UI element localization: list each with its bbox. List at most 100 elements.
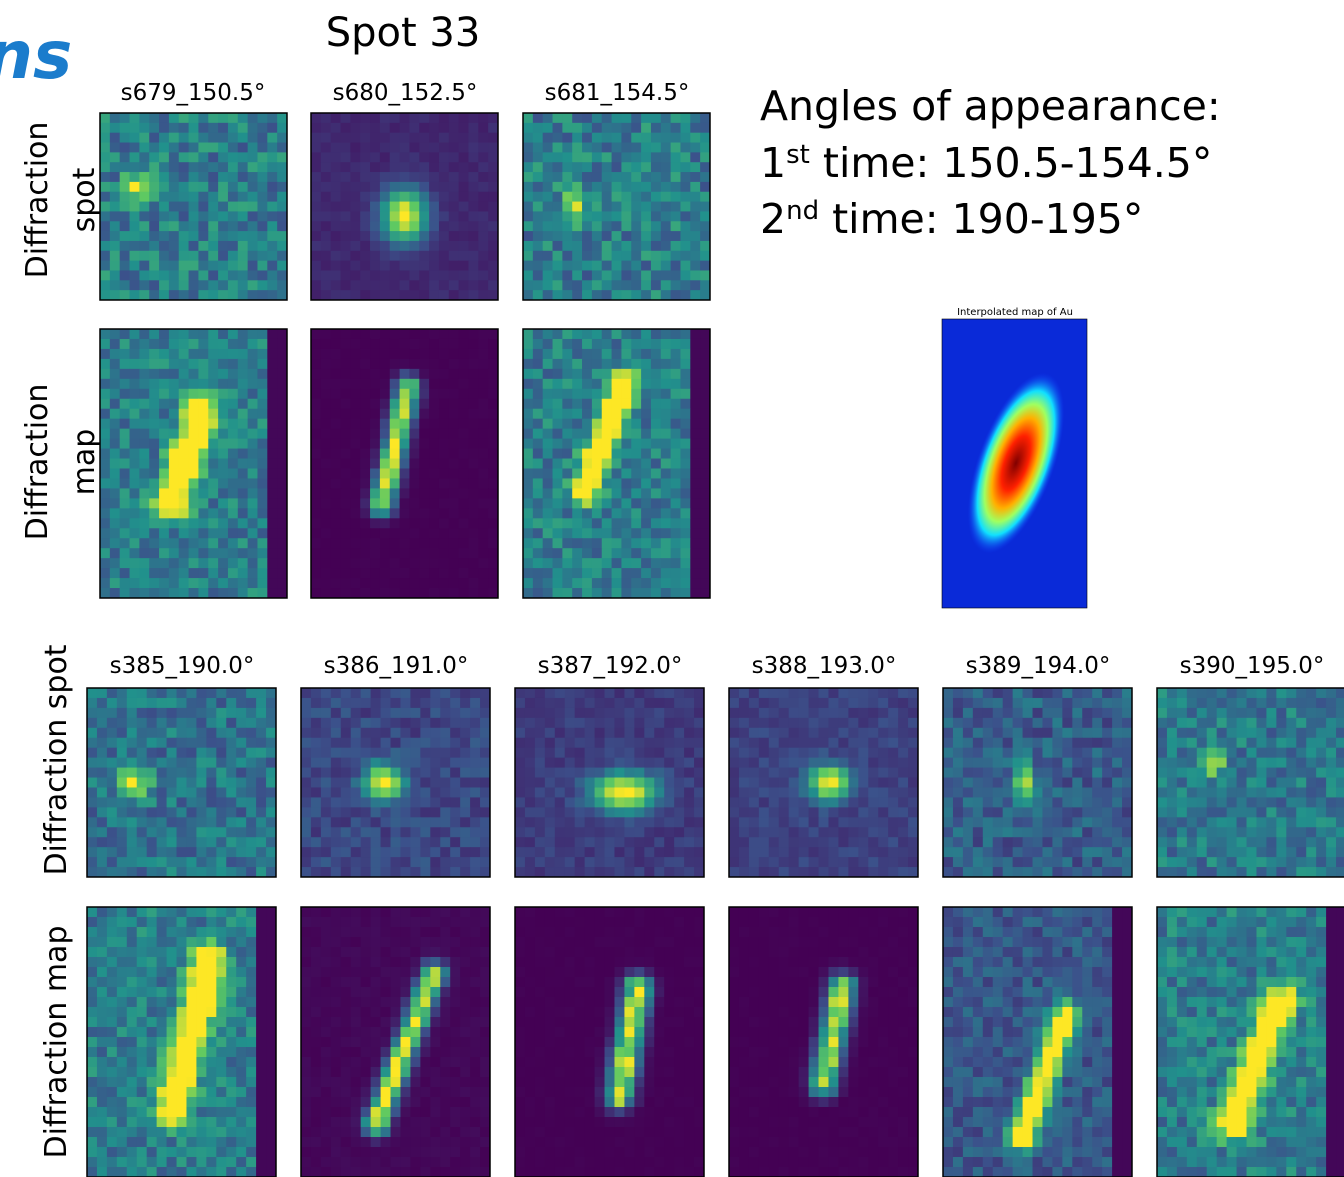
heatmap-cell <box>409 270 420 281</box>
heatmap-cell <box>136 1087 148 1098</box>
heatmap-cell <box>532 172 544 183</box>
heatmap-cell <box>196 1157 207 1168</box>
heatmap-cell <box>330 113 342 124</box>
heatmap-cell <box>379 172 391 183</box>
heatmap-cell <box>129 488 140 499</box>
heatmap-cell <box>330 508 342 519</box>
heatmap-cell <box>208 398 219 410</box>
heatmap-cell <box>641 290 652 301</box>
heatmap-cell <box>594 847 606 858</box>
heatmap-cell <box>440 747 451 759</box>
heatmap-cell <box>488 172 499 183</box>
heatmap-cell <box>562 458 573 469</box>
heatmap-cell <box>448 528 460 539</box>
heatmap-cell <box>129 172 140 183</box>
heatmap-cell <box>168 458 180 469</box>
heatmap-cell <box>266 967 277 978</box>
heatmap-cell <box>700 280 711 291</box>
heatmap-cell <box>340 478 351 489</box>
heatmap-cell <box>515 907 526 918</box>
heatmap-cell <box>468 113 479 124</box>
heatmap-cell <box>594 757 606 769</box>
heatmap-cell <box>438 240 450 252</box>
heatmap-cell <box>116 767 128 779</box>
heatmap-cell <box>430 767 441 779</box>
heatmap-cell <box>370 867 382 878</box>
heatmap-cell <box>379 588 391 599</box>
heatmap-cell <box>227 358 239 370</box>
heatmap-cell <box>227 338 239 350</box>
heatmap-cell <box>680 538 691 549</box>
heatmap-cell <box>419 478 430 489</box>
heatmap-cell <box>594 987 606 998</box>
heatmap-cell <box>523 498 534 509</box>
heatmap-cell <box>216 688 227 699</box>
heatmap-cell <box>257 418 268 430</box>
heatmap-cell <box>480 1117 491 1128</box>
heatmap-cell <box>438 329 450 340</box>
heatmap-cell <box>470 817 481 828</box>
heatmap-cell <box>641 191 652 203</box>
heatmap-cell <box>690 231 701 242</box>
heatmap-cell <box>399 358 410 370</box>
heatmap-cell <box>198 558 209 569</box>
heatmap-cell <box>611 528 622 539</box>
heatmap-cell <box>591 468 603 479</box>
heatmap-cell <box>301 747 312 759</box>
heatmap-cell <box>591 240 603 252</box>
heatmap-cell <box>196 697 207 709</box>
heatmap-cell <box>149 211 160 222</box>
heatmap-cell <box>582 113 593 124</box>
heatmap-cell <box>700 428 711 440</box>
heatmap-cell <box>380 847 392 858</box>
heatmap-cell <box>149 528 160 539</box>
heatmap-cell <box>634 797 645 808</box>
heatmap-cell <box>340 1077 352 1088</box>
heatmap-cell <box>542 280 554 291</box>
heatmap-cell <box>554 867 566 878</box>
heatmap-cell <box>380 817 392 828</box>
heatmap-cell <box>410 1117 421 1128</box>
heatmap-cell <box>126 727 138 739</box>
heatmap-cell <box>198 518 209 529</box>
heatmap-cell <box>311 348 322 360</box>
heatmap-cell <box>196 707 207 719</box>
heatmap-cell <box>379 201 391 212</box>
heatmap-cell <box>390 1027 401 1038</box>
heatmap-cell <box>178 448 190 460</box>
heatmap-cell <box>641 418 652 430</box>
heatmap-cell <box>129 152 140 163</box>
heatmap-cell <box>126 1117 138 1128</box>
heatmap-cell <box>206 1057 217 1068</box>
heatmap-cell <box>267 181 278 193</box>
heatmap-cell <box>634 917 645 928</box>
heatmap-cell <box>320 807 332 818</box>
heatmap-cell <box>247 538 258 549</box>
heatmap-cell <box>320 767 332 779</box>
heatmap-cell <box>126 1067 138 1078</box>
heatmap-cell <box>621 468 632 479</box>
heatmap-cell <box>116 1167 128 1177</box>
heatmap-cell <box>562 378 573 390</box>
heatmap-cell <box>523 201 534 212</box>
heatmap-cell <box>684 917 695 928</box>
heatmap-cell <box>552 418 563 430</box>
heatmap-cell <box>390 847 401 858</box>
heatmap <box>99 112 288 301</box>
heatmap-cell <box>480 747 491 759</box>
heatmap-cell <box>146 977 158 988</box>
heatmap-cell <box>198 132 209 144</box>
heatmap-cell <box>650 221 662 232</box>
heatmap-cell <box>621 578 632 589</box>
heatmap-cell <box>542 448 554 460</box>
heatmap-cell <box>311 458 322 469</box>
heatmap-cell <box>674 777 685 788</box>
heatmap-cell <box>515 1017 526 1028</box>
heatmap-cell <box>106 1147 118 1158</box>
heatmap-cell <box>198 388 209 400</box>
heatmap-cell <box>320 438 332 450</box>
heatmap-cell <box>641 181 652 193</box>
heatmap-cell <box>168 290 180 301</box>
heatmap-cell <box>621 113 632 124</box>
heatmap-cell <box>409 152 420 163</box>
